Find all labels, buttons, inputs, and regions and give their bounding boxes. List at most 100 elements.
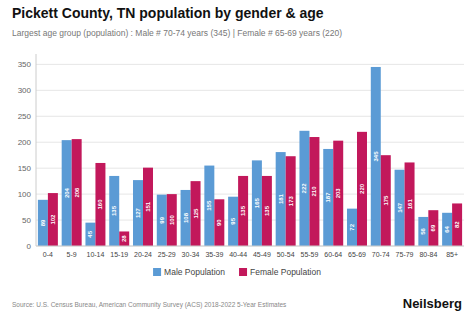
bar <box>333 141 343 246</box>
bar <box>95 163 105 246</box>
bar <box>252 160 262 246</box>
data-label: 147 <box>397 202 403 213</box>
data-label: 204 <box>64 187 70 198</box>
x-tick-label: 35-39 <box>205 251 223 258</box>
data-label: 160 <box>97 199 103 210</box>
data-label: 69 <box>430 224 436 231</box>
data-label: 100 <box>169 214 175 225</box>
chart: Pickett County, TN population by gender … <box>0 0 474 316</box>
y-tick-label: 250 <box>18 112 32 121</box>
x-tick-label: 75-79 <box>396 251 414 258</box>
data-label: 28 <box>121 235 127 242</box>
x-tick-label: 10-14 <box>86 251 104 258</box>
data-label: 165 <box>254 198 260 209</box>
bar <box>143 168 153 246</box>
x-tick-label: 60-64 <box>324 251 342 258</box>
x-tick-label: 15-19 <box>110 251 128 258</box>
data-label: 161 <box>407 199 413 210</box>
grid <box>36 64 464 246</box>
bar <box>442 213 452 246</box>
bar <box>238 176 248 246</box>
data-label: 175 <box>383 195 389 206</box>
legend-label: Female Population <box>250 267 321 277</box>
data-label: 64 <box>444 225 450 232</box>
data-label: 206 <box>74 187 80 198</box>
x-tick-label: 50-54 <box>277 251 295 258</box>
x-axis-line <box>36 246 464 247</box>
bar <box>357 132 367 246</box>
grid-line <box>36 246 464 247</box>
data-label: 151 <box>145 201 151 212</box>
data-label: 72 <box>349 223 355 230</box>
y-axis-line <box>36 54 37 246</box>
data-label: 45 <box>87 230 93 237</box>
data-label: 90 <box>216 219 222 226</box>
y-tick-label: 100 <box>18 190 32 199</box>
bar <box>286 156 296 246</box>
legend-swatch <box>239 268 247 276</box>
bar <box>85 223 95 246</box>
bar <box>299 131 309 246</box>
data-label: 220 <box>359 183 365 194</box>
data-label: 102 <box>50 214 56 225</box>
title: Pickett County, TN population by gender … <box>12 5 324 21</box>
bar <box>405 162 415 246</box>
bar <box>371 67 381 246</box>
legend-label: Male Population <box>164 267 225 277</box>
source: Source: U.S. Census Bureau, American Com… <box>12 301 287 309</box>
grid-line <box>36 64 464 65</box>
bar <box>72 139 82 246</box>
bar <box>167 194 177 246</box>
data-label: 345 <box>373 151 379 162</box>
y-tick-label: 300 <box>18 86 32 95</box>
data-label: 222 <box>301 183 307 194</box>
data-label: 210 <box>311 186 317 197</box>
x-tick-label: 45-49 <box>253 251 271 258</box>
data-label: 95 <box>230 217 236 224</box>
data-label: 181 <box>278 193 284 204</box>
bar <box>262 176 272 246</box>
legend-swatch <box>153 268 161 276</box>
subtitle: Largest age group (population) : Male # … <box>12 28 342 38</box>
bar <box>204 166 214 246</box>
data-label: 203 <box>335 188 341 199</box>
annotation: Neilsberg <box>403 296 462 311</box>
bar <box>395 170 405 246</box>
y-tick-label: 150 <box>18 164 32 173</box>
bar <box>309 137 319 246</box>
data-label: 82 <box>454 221 460 228</box>
grid-line <box>36 142 464 143</box>
bars <box>38 67 462 246</box>
y-tick-label: 50 <box>22 216 31 225</box>
bar <box>418 217 428 246</box>
bar <box>191 181 201 246</box>
x-tick-label: 40-44 <box>229 251 247 258</box>
bar <box>133 180 143 246</box>
x-tick-label: 85+ <box>446 251 458 258</box>
data-label: 135 <box>240 205 246 216</box>
x-tick-label: 65-69 <box>348 251 366 258</box>
x-tick-label: 30-34 <box>182 251 200 258</box>
y-tick-label: 0 <box>27 242 32 251</box>
bar <box>48 193 58 246</box>
bar <box>228 197 238 246</box>
data-label: 127 <box>135 207 141 218</box>
legend-item: Female Population <box>239 267 321 277</box>
legend-item: Male Population <box>153 267 225 277</box>
bar <box>276 152 286 246</box>
data-label: 187 <box>325 192 331 203</box>
y-tick-label: 200 <box>18 138 32 147</box>
bar <box>214 199 224 246</box>
bar <box>157 195 167 246</box>
x-tick-label: 55-59 <box>300 251 318 258</box>
bar <box>323 149 333 246</box>
grid-line <box>36 116 464 117</box>
data-label: 173 <box>288 195 294 206</box>
x-tick-label: 80-84 <box>419 251 437 258</box>
x-tick-label: 20-24 <box>134 251 152 258</box>
data-labels: 8920445135127991081559516518122218772345… <box>40 151 460 242</box>
y-tick-label: 350 <box>18 60 32 69</box>
data-label: 135 <box>111 205 117 216</box>
bar <box>381 155 391 246</box>
bar <box>62 140 72 246</box>
